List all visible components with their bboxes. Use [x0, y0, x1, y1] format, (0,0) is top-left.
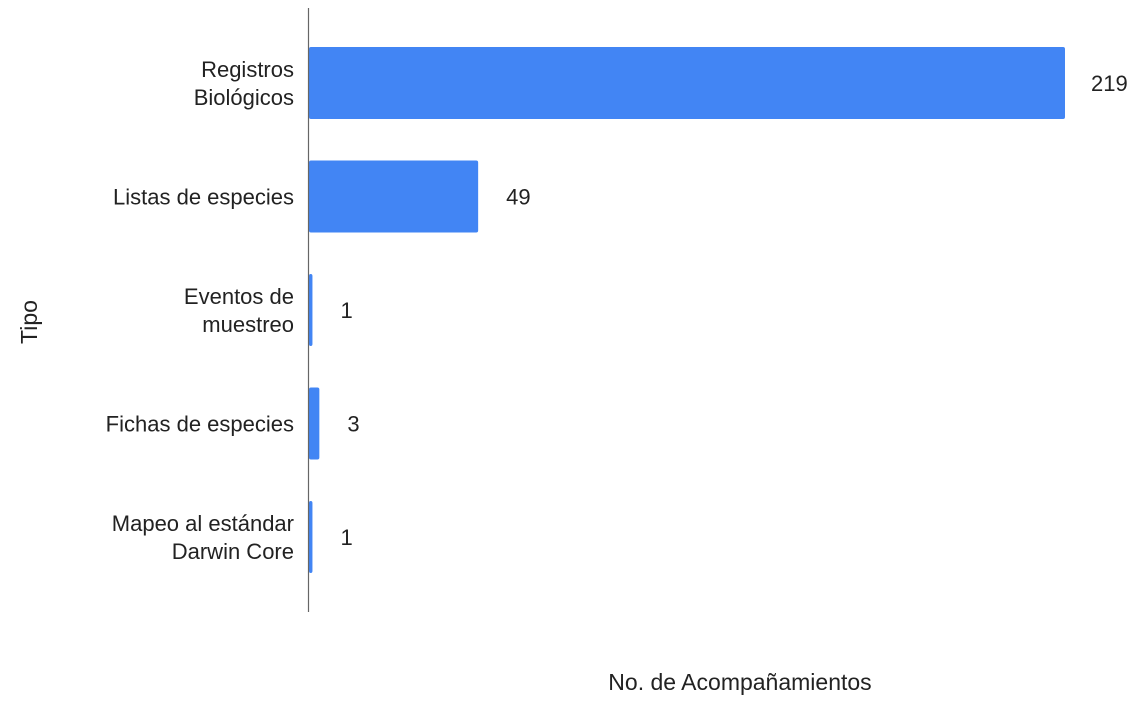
bars-group [309, 47, 1065, 573]
data-labels-group: 219 49 1 3 1 [340, 71, 1127, 550]
category-label-line: Mapeo al estándar [112, 511, 294, 536]
category-label-line: Biológicos [194, 85, 294, 110]
category-labels-group: Registros Biológicos Listas de especies Eve… [106, 57, 294, 564]
data-label: 1 [340, 525, 352, 550]
bar [309, 501, 313, 573]
bar [309, 387, 320, 460]
category-label-line: Darwin Core [172, 539, 294, 564]
x-axis-title: No. de Acompañamientos [608, 669, 871, 695]
category-label: Fichas de especies [106, 412, 294, 437]
bar [309, 47, 1065, 119]
category-label: Eventos de muestreo [184, 284, 294, 337]
data-label: 1 [340, 298, 352, 323]
category-label-line: Eventos de [184, 284, 294, 309]
category-label-line: Listas de especies [113, 185, 294, 210]
category-label: Mapeo al estándar Darwin Core [112, 511, 294, 564]
category-label: Registros Biológicos [194, 57, 294, 110]
bar [309, 274, 313, 346]
category-label-line: Registros [201, 57, 294, 82]
data-label: 219 [1091, 71, 1128, 96]
data-label: 3 [347, 412, 359, 437]
bar [309, 160, 479, 233]
y-axis-title: Tipo [16, 300, 42, 344]
category-label: Listas de especies [113, 185, 294, 210]
category-label-line: muestreo [202, 312, 294, 337]
data-label: 49 [506, 185, 530, 210]
category-label-line: Fichas de especies [106, 412, 294, 437]
